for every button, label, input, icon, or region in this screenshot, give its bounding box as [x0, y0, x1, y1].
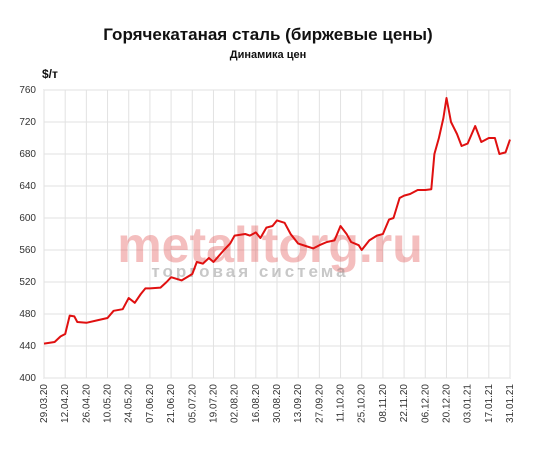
y-tick-label: 600 — [19, 213, 36, 224]
x-tick-label: 21.06.20 — [166, 384, 177, 423]
y-tick-label: 760 — [19, 85, 36, 96]
x-tick-label: 30.08.20 — [272, 384, 283, 423]
y-tick-label: 680 — [19, 149, 36, 160]
y-tick-label: 720 — [19, 117, 36, 128]
x-tick-label: 25.10.20 — [357, 384, 368, 423]
x-tick-label: 06.12.20 — [420, 384, 431, 423]
y-tick-label: 520 — [19, 277, 36, 288]
x-tick-label: 08.11.20 — [378, 384, 389, 423]
x-tick-label: 17.01.21 — [484, 384, 495, 423]
x-tick-label: 10.05.20 — [103, 384, 114, 423]
x-tick-label: 11.10.20 — [336, 384, 347, 423]
x-tick-label: 20.12.20 — [441, 384, 452, 423]
x-tick-label: 19.07.20 — [208, 384, 219, 423]
y-axis-label: $/т — [42, 67, 58, 81]
y-tick-label: 640 — [19, 181, 36, 192]
y-tick-label: 560 — [19, 245, 36, 256]
x-tick-label: 03.01.21 — [463, 384, 474, 423]
x-tick-label: 27.09.20 — [314, 384, 325, 423]
watermark-subtitle: торговая система — [151, 262, 348, 281]
x-tick-label: 07.06.20 — [145, 384, 156, 423]
x-tick-label: 13.09.20 — [293, 384, 304, 423]
x-tick-label: 22.11.20 — [399, 384, 410, 423]
x-tick-label: 31.01.21 — [505, 384, 516, 423]
x-tick-label: 26.04.20 — [81, 384, 92, 423]
x-tick-label: 12.04.20 — [60, 384, 71, 423]
x-tick-label: 29.03.20 — [39, 384, 50, 423]
x-tick-label: 02.08.20 — [230, 384, 241, 423]
price-line — [43, 97, 511, 345]
chart-title: Горячекатаная сталь (биржевые цены) — [103, 25, 432, 44]
x-tick-label: 16.08.20 — [251, 384, 262, 423]
x-tick-label: 05.07.20 — [187, 384, 198, 423]
x-tick-label: 24.05.20 — [124, 384, 135, 423]
chart-subtitle: Динамика цен — [230, 49, 306, 61]
y-tick-label: 440 — [19, 341, 36, 352]
y-tick-label: 480 — [19, 309, 36, 320]
y-tick-label: 400 — [19, 373, 36, 384]
